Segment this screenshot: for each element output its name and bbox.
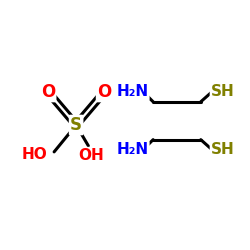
- Text: H₂N: H₂N: [116, 84, 148, 100]
- Text: SH: SH: [211, 142, 235, 157]
- Text: O: O: [97, 83, 111, 101]
- Text: HO: HO: [22, 147, 48, 162]
- Text: O: O: [41, 83, 55, 101]
- Text: H₂N: H₂N: [116, 142, 148, 157]
- Text: SH: SH: [211, 84, 235, 100]
- Text: OH: OH: [78, 148, 104, 163]
- Text: S: S: [70, 116, 82, 134]
